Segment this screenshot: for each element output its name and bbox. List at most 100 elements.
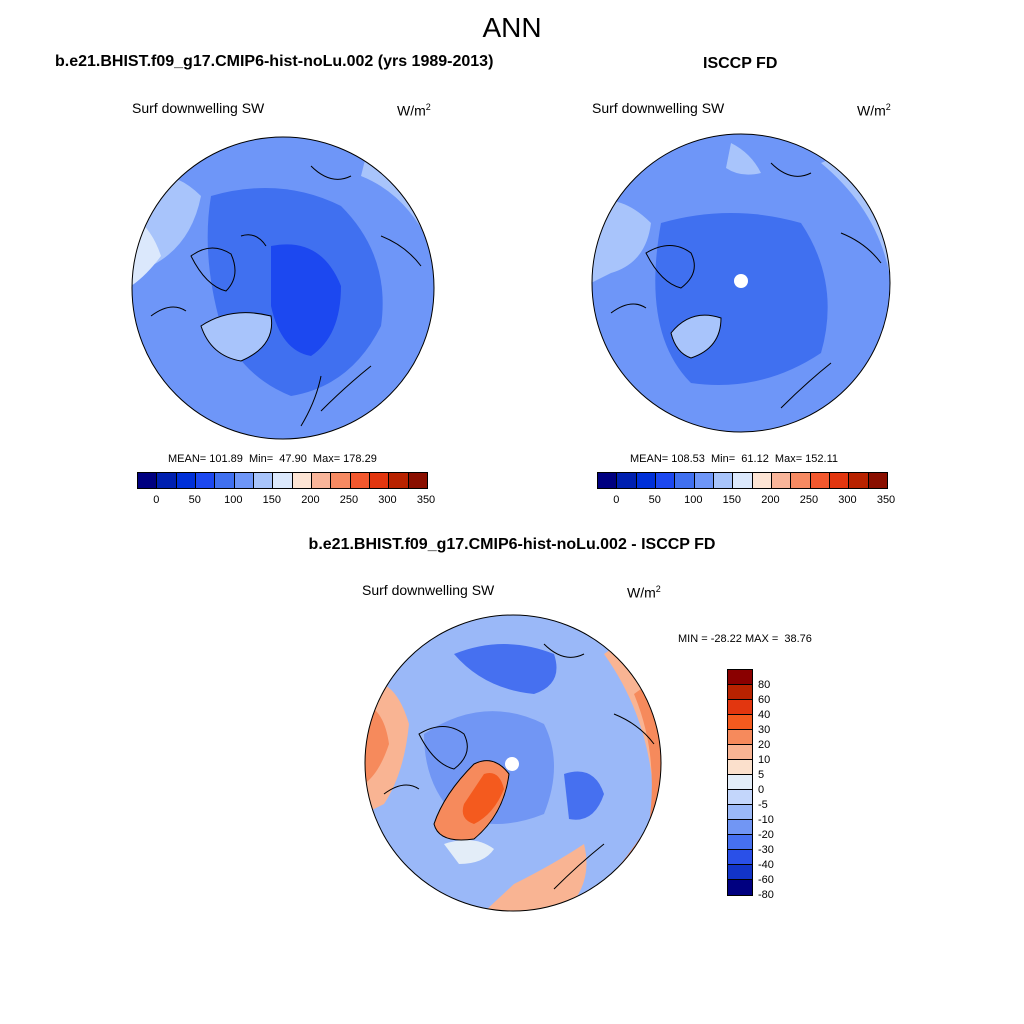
- colorbar-tick-label: -5: [758, 799, 768, 811]
- panel1-stats: MEAN= 101.89 Min= 47.90 Max= 178.29: [168, 453, 377, 465]
- colorbar-tick-label: 40: [758, 709, 771, 721]
- colorbar-swatch: [234, 473, 254, 488]
- colorbar-swatch: [176, 473, 196, 488]
- panel2-variable: Surf downwelling SW: [592, 100, 725, 116]
- colorbar-tick-label: 200: [761, 494, 780, 506]
- colorbar-tick-label: 5: [758, 769, 765, 781]
- colorbar-swatch: [408, 473, 427, 488]
- colorbar-tick-label: 80: [758, 679, 771, 691]
- colorbar-swatch: [195, 473, 216, 488]
- panel1-units: W/m2: [397, 102, 431, 119]
- colorbar-tick-label: 50: [188, 494, 201, 506]
- colorbar-swatch: [733, 473, 753, 488]
- colorbar-tick-label: 300: [838, 494, 857, 506]
- panel2-colorbar: [597, 472, 888, 489]
- colorbar-swatch: [728, 850, 752, 865]
- panel1-polar-map: [131, 136, 435, 440]
- colorbar-swatch: [791, 473, 811, 488]
- panel3-title: b.e21.BHIST.f09_g17.CMIP6-hist-noLu.002 …: [308, 536, 716, 553]
- colorbar-swatch: [728, 685, 752, 700]
- colorbar-swatch: [829, 473, 850, 488]
- colorbar-swatch: [728, 730, 752, 745]
- colorbar-swatch: [728, 745, 752, 760]
- figure-title: ANN: [482, 12, 542, 43]
- colorbar-swatch: [138, 473, 158, 488]
- colorbar-swatch: [331, 473, 351, 488]
- colorbar-tick-label: 250: [799, 494, 819, 506]
- colorbar-swatch: [311, 473, 332, 488]
- colorbar-tick-label: 20: [758, 739, 771, 751]
- colorbar-tick-label: -20: [758, 829, 774, 841]
- colorbar-tick-label: 60: [758, 694, 771, 706]
- colorbar-swatch: [675, 473, 695, 488]
- colorbar-tick-label: 150: [262, 494, 282, 506]
- colorbar-swatch: [713, 473, 734, 488]
- panel3-units: W/m2: [627, 584, 661, 601]
- colorbar-swatch: [771, 473, 792, 488]
- colorbar-tick-label: 50: [648, 494, 661, 506]
- colorbar-swatch: [655, 473, 676, 488]
- colorbar-swatch: [273, 473, 293, 488]
- colorbar-tick-label: 0: [758, 784, 765, 796]
- colorbar-tick-label: 0: [153, 494, 160, 506]
- colorbar-tick-label: 100: [224, 494, 243, 506]
- colorbar-swatch: [253, 473, 274, 488]
- panel1-colorbar-ticks: 0 50 100 150 200 250 300 350: [137, 494, 435, 508]
- colorbar-tick-label: -60: [758, 874, 774, 886]
- polar-hole: [505, 757, 519, 771]
- colorbar-tick-label: 350: [416, 494, 436, 506]
- panel1-variable: Surf downwelling SW: [132, 100, 265, 116]
- panel2-colorbar-ticks: 0 50 100 150 200 250 300 350: [597, 494, 895, 508]
- panel2-stats: MEAN= 108.53 Min= 61.12 Max= 152.11: [630, 453, 839, 465]
- colorbar-swatch: [728, 835, 752, 850]
- panel1-colorbar: [137, 472, 428, 489]
- colorbar-swatch: [868, 473, 887, 488]
- colorbar-tick-label: -10: [758, 814, 774, 826]
- colorbar-swatch: [849, 473, 869, 488]
- colorbar-tick-label: 10: [758, 754, 771, 766]
- panel3-colorbar-ticks: 80 60 40 30 20 10 5 0 -5 -10 -20 -30 -40 -60 -80: [758, 669, 798, 911]
- colorbar-swatch: [636, 473, 656, 488]
- panel3-polar-map: [364, 614, 662, 912]
- colorbar-swatch: [598, 473, 618, 488]
- panel3-colorbar: [727, 669, 753, 896]
- colorbar-swatch: [215, 473, 235, 488]
- colorbar-swatch: [389, 473, 409, 488]
- colorbar-tick-label: -30: [758, 844, 774, 856]
- colorbar-swatch: [292, 473, 312, 488]
- colorbar-tick-label: 30: [758, 724, 771, 736]
- colorbar-swatch: [694, 473, 714, 488]
- panel2-title: ISCCP FD: [703, 55, 778, 72]
- colorbar-tick-label: 200: [301, 494, 320, 506]
- colorbar-swatch: [350, 473, 370, 488]
- colorbar-tick-label: 0: [613, 494, 620, 506]
- panel3-variable: Surf downwelling SW: [362, 582, 495, 598]
- colorbar-tick-label: 300: [378, 494, 397, 506]
- colorbar-tick-label: -40: [758, 859, 774, 871]
- colorbar-swatch: [617, 473, 637, 488]
- panel1-title: b.e21.BHIST.f09_g17.CMIP6-hist-noLu.002 …: [55, 53, 494, 70]
- panel3-stats: MIN = -28.22 MAX = 38.76: [678, 633, 812, 645]
- colorbar-swatch: [728, 715, 752, 730]
- colorbar-tick-label: 100: [684, 494, 703, 506]
- colorbar-swatch: [728, 865, 752, 880]
- colorbar-swatch: [728, 820, 752, 835]
- colorbar-swatch: [752, 473, 772, 488]
- colorbar-swatch: [728, 670, 752, 685]
- colorbar-tick-label: -80: [758, 889, 774, 901]
- colorbar-tick-label: 250: [339, 494, 359, 506]
- panel2-units: W/m2: [857, 102, 891, 119]
- colorbar-swatch: [728, 880, 752, 895]
- colorbar-swatch: [369, 473, 390, 488]
- colorbar-tick-label: 350: [876, 494, 896, 506]
- colorbar-swatch: [728, 775, 752, 790]
- colorbar-swatch: [157, 473, 177, 488]
- colorbar-swatch: [810, 473, 830, 488]
- colorbar-swatch: [728, 700, 752, 715]
- panel2-polar-map: [591, 133, 891, 433]
- colorbar-tick-label: 150: [722, 494, 742, 506]
- colorbar-swatch: [728, 805, 752, 820]
- colorbar-swatch: [728, 760, 752, 775]
- polar-hole: [734, 274, 748, 288]
- colorbar-swatch: [728, 790, 752, 805]
